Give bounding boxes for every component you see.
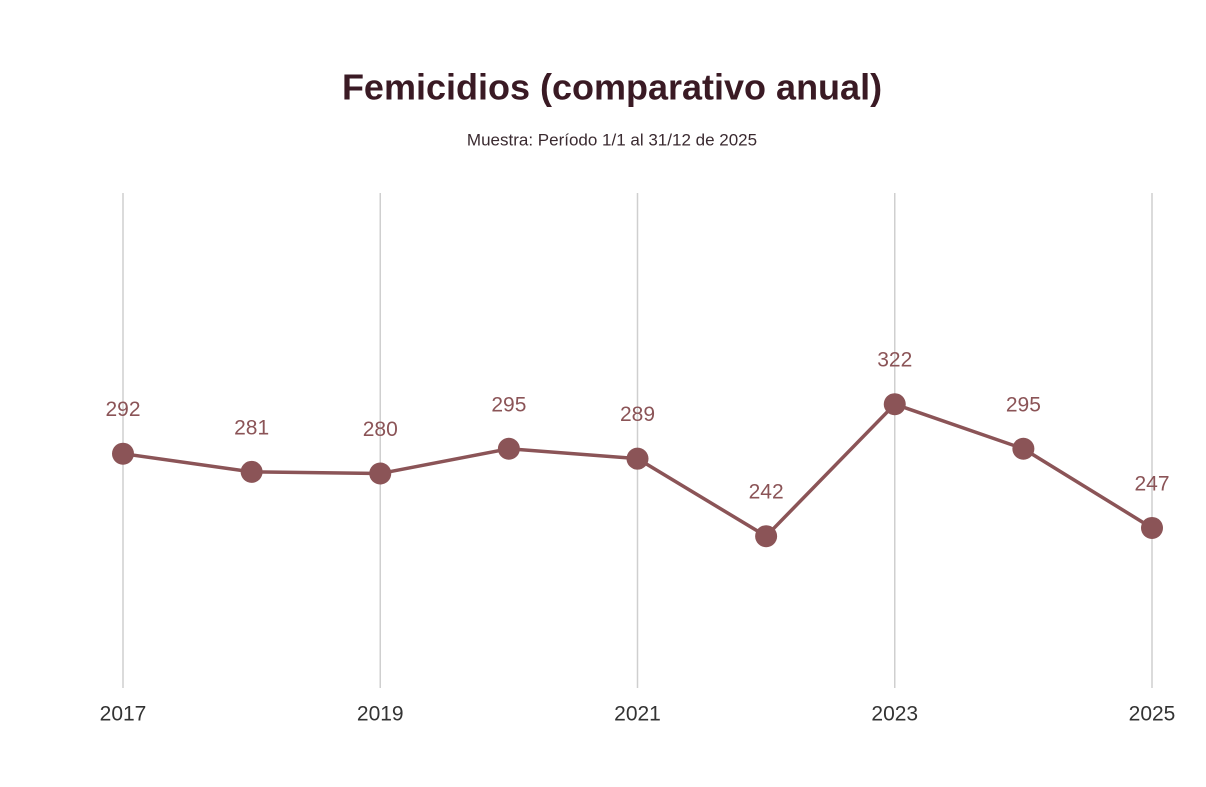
x-tick-label: 2023 bbox=[871, 703, 918, 726]
point bbox=[1012, 437, 1035, 460]
point bbox=[1141, 516, 1163, 539]
data-label: 295 bbox=[491, 393, 526, 416]
point bbox=[369, 462, 392, 485]
point bbox=[883, 393, 906, 416]
point bbox=[755, 525, 778, 548]
data-label: 292 bbox=[105, 398, 140, 421]
x-tick-label: 2021 bbox=[614, 703, 661, 726]
x-tick-label: 2017 bbox=[100, 703, 147, 726]
chart-subtitle: Muestra: Período 1/1 al 31/12 de 2025 bbox=[467, 130, 757, 149]
data-label: 242 bbox=[749, 481, 784, 504]
data-label: 281 bbox=[234, 416, 269, 439]
data-label: 289 bbox=[620, 403, 655, 426]
point bbox=[112, 442, 134, 465]
point bbox=[626, 447, 649, 470]
point bbox=[240, 460, 263, 483]
data-label: 295 bbox=[1006, 393, 1041, 416]
data-label: 280 bbox=[363, 418, 398, 441]
x-tick-label: 2019 bbox=[357, 703, 404, 726]
chart-title: Femicidios (comparativo anual) bbox=[342, 67, 882, 108]
data-label: 247 bbox=[1134, 472, 1169, 495]
x-tick-label: 2025 bbox=[1129, 703, 1176, 726]
point bbox=[497, 437, 520, 460]
data-label: 322 bbox=[877, 349, 912, 372]
